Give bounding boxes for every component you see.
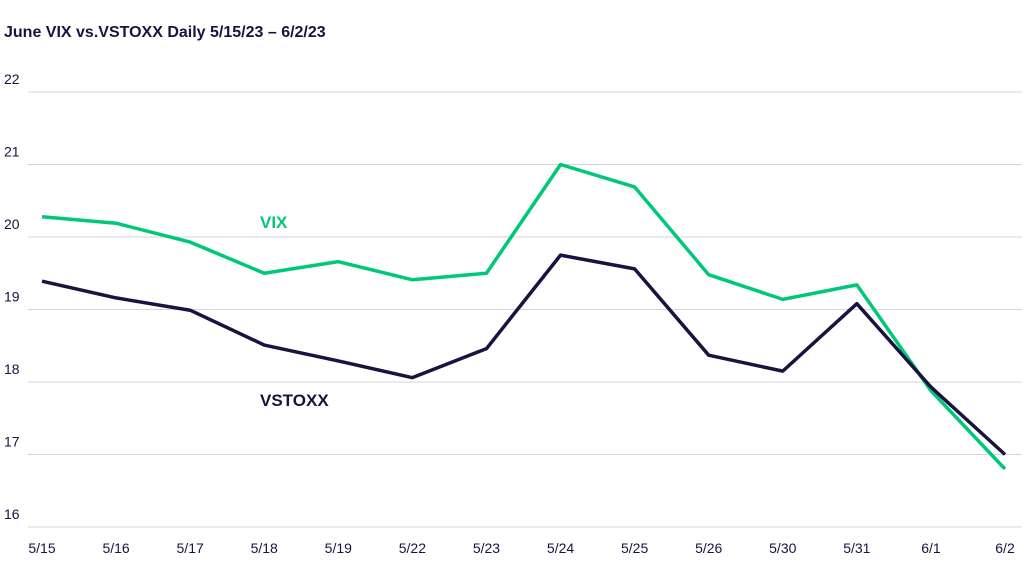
x-tick-label: 6/2 (995, 540, 1015, 556)
x-tick-label: 5/31 (843, 540, 870, 556)
x-tick-label: 5/19 (325, 540, 352, 556)
y-tick-label: 18 (4, 361, 20, 377)
x-tick-label: 5/30 (769, 540, 796, 556)
y-tick-label: 19 (4, 289, 20, 305)
x-tick-label: 5/23 (473, 540, 500, 556)
x-tick-label: 5/18 (251, 540, 278, 556)
legend-label-vstoxx: VSTOXX (260, 391, 329, 410)
legend-label-vix: VIX (260, 213, 288, 232)
series-line-vstoxx (41, 253, 1007, 456)
x-tick-label: 5/26 (695, 540, 722, 556)
chart-title: June VIX vs.VSTOXX Daily 5/15/23 – 6/2/2… (4, 24, 326, 41)
x-tick-label: 5/16 (102, 540, 129, 556)
y-tick-label: 16 (4, 506, 20, 522)
x-tick-label: 6/1 (921, 540, 941, 556)
x-tick-label: 5/22 (399, 540, 426, 556)
y-tick-label: 17 (4, 434, 20, 450)
series-line-vix (41, 162, 1007, 471)
y-tick-label: 21 (4, 144, 20, 160)
x-tick-label: 5/24 (547, 540, 574, 556)
x-tick-label: 5/15 (28, 540, 55, 556)
x-tick-label: 5/25 (621, 540, 648, 556)
y-tick-label: 22 (4, 71, 20, 87)
x-tick-label: 5/17 (177, 540, 204, 556)
y-tick-label: 20 (4, 216, 20, 232)
